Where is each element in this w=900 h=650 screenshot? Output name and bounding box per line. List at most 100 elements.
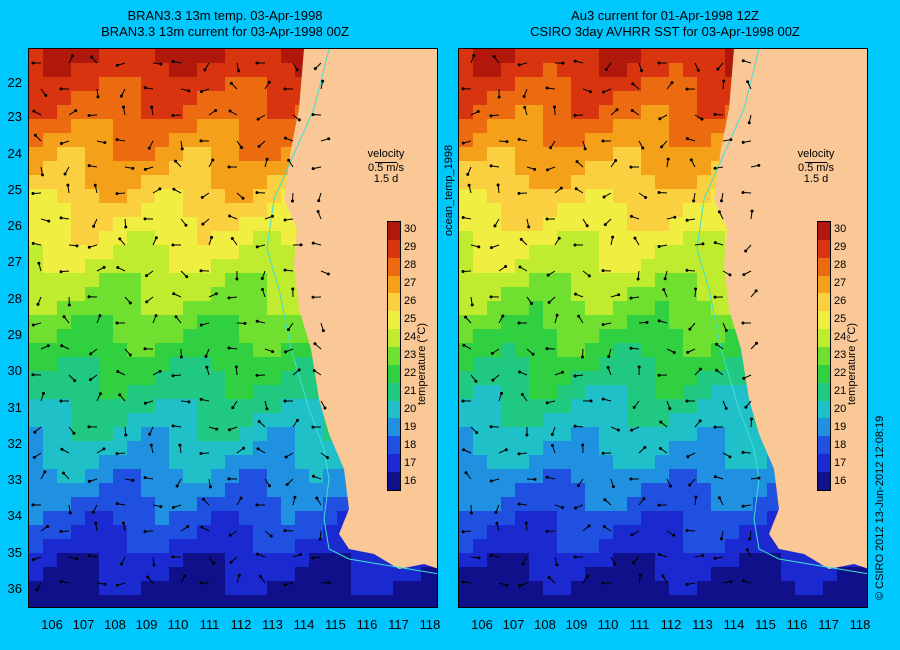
colorbar-tick-label: 30	[834, 223, 847, 235]
current-arrow-head	[199, 581, 203, 585]
temperature-cell	[809, 581, 823, 595]
lon-label: 117	[818, 617, 839, 632]
temperature-cell	[99, 175, 113, 189]
temperature-cell	[753, 483, 767, 497]
temperature-cell	[613, 525, 627, 539]
temperature-cell	[267, 91, 281, 105]
temperature-cell	[473, 119, 487, 133]
current-arrow-head	[477, 245, 481, 249]
temperature-cell	[459, 357, 473, 371]
temperature-cell	[225, 413, 239, 427]
temperature-cell	[641, 567, 655, 581]
temperature-cell	[211, 441, 225, 455]
temperature-cell	[127, 245, 141, 259]
temperature-cell	[501, 357, 515, 371]
current-arrow-head	[657, 503, 661, 507]
temperature-cell	[57, 287, 71, 301]
temperature-cell	[267, 567, 281, 581]
current-arrow-head	[629, 346, 633, 350]
temperature-cell	[169, 357, 183, 371]
temperature-cell	[239, 497, 253, 511]
temperature-cell	[473, 63, 487, 77]
colorbar-swatch	[388, 382, 400, 401]
temperature-cell	[197, 49, 211, 63]
current-arrow-head	[43, 470, 47, 474]
temperature-cell	[865, 595, 867, 607]
current-arrow-head	[464, 471, 468, 475]
temperature-cell	[155, 189, 169, 203]
current-arrow-head	[701, 553, 705, 557]
temperature-cell	[571, 399, 585, 413]
temperature-cell	[515, 175, 529, 189]
current-arrow-head	[601, 139, 605, 143]
temperature-cell	[71, 483, 85, 497]
temperature-cell	[557, 63, 571, 77]
temperature-cell	[487, 469, 501, 483]
temperature-cell	[239, 91, 253, 105]
current-arrow-head	[258, 574, 262, 578]
temperature-cell	[641, 357, 655, 371]
temperature-cell	[365, 595, 379, 607]
temperature-cell	[169, 161, 183, 175]
temperature-cell	[281, 595, 295, 607]
temperature-cell	[29, 595, 43, 607]
current-arrow-head	[63, 172, 67, 176]
temperature-cell	[641, 301, 655, 315]
temperature-cell	[267, 49, 281, 63]
temperature-cell	[641, 581, 655, 595]
temperature-cell	[473, 427, 487, 441]
temperature-cell	[155, 385, 169, 399]
temperature-cell	[641, 385, 655, 399]
copyright-footer: © CSIRO 2012 13-Jun-2012 12:08:19	[874, 415, 886, 600]
temperature-cell	[113, 245, 127, 259]
current-arrow-head	[199, 323, 203, 327]
current-arrow-head	[631, 82, 635, 86]
temperature-cell	[641, 77, 655, 91]
current-arrow-head	[47, 219, 51, 223]
temperature-cell	[571, 357, 585, 371]
temperature-cell	[669, 259, 683, 273]
temperature-cell	[169, 371, 183, 385]
temperature-cell	[529, 175, 543, 189]
current-arrow-head	[326, 272, 330, 276]
temperature-cell	[183, 161, 197, 175]
temperature-cell	[225, 315, 239, 329]
temperature-cell	[155, 287, 169, 301]
temperature-cell	[253, 399, 267, 413]
temperature-cell	[599, 371, 613, 385]
current-arrow-head	[124, 225, 128, 229]
temperature-cell	[697, 119, 711, 133]
velocity-arrow-icon	[805, 162, 827, 163]
temperature-cell	[557, 133, 571, 147]
current-arrow-head	[642, 497, 646, 501]
temperature-cell	[57, 441, 71, 455]
temperature-cell	[253, 161, 267, 175]
temperature-cell	[725, 343, 739, 357]
temperature-cell	[183, 49, 197, 63]
temperature-cell	[85, 581, 99, 595]
temperature-cell	[85, 497, 99, 511]
current-arrow-head	[660, 145, 664, 149]
current-arrow-head	[520, 392, 524, 396]
temperature-cell	[197, 539, 211, 553]
temperature-cell	[599, 567, 613, 581]
temperature-cell	[85, 539, 99, 553]
temperature-cell	[141, 203, 155, 217]
current-arrow-head	[517, 321, 521, 325]
lat-label: 36	[7, 581, 22, 596]
temperature-cell	[57, 105, 71, 119]
temperature-cell	[113, 511, 127, 525]
temperature-cell	[599, 329, 613, 343]
temperature-cell	[169, 455, 183, 469]
temperature-cell	[543, 287, 557, 301]
current-arrow-head	[90, 55, 94, 59]
temperature-cell	[43, 413, 57, 427]
temperature-cell	[669, 553, 683, 567]
temperature-cell	[225, 539, 239, 553]
temperature-cell	[473, 581, 487, 595]
current-arrow-head	[632, 405, 636, 409]
colorbar-swatch	[388, 347, 400, 365]
current-arrow-head	[115, 452, 119, 456]
temperature-cell	[683, 497, 697, 511]
temperature-cell	[127, 497, 141, 511]
